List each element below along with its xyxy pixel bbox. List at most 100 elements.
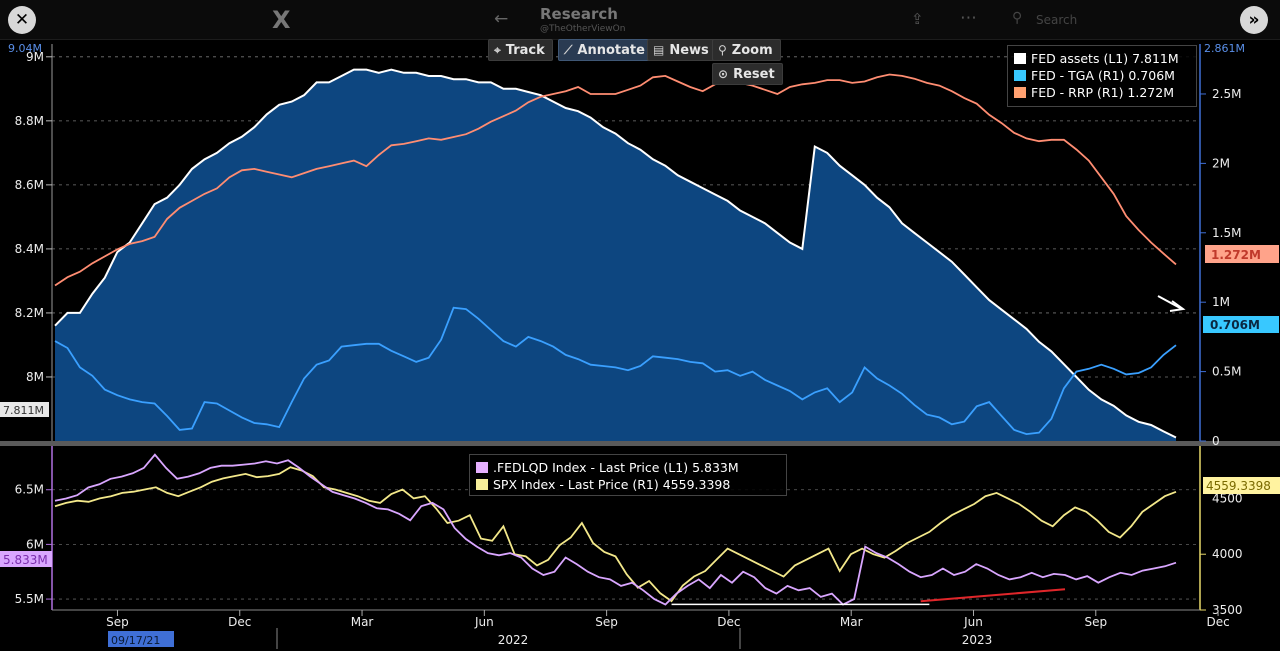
upper-right-tick-label: 1M (1212, 295, 1230, 309)
legend-swatch (476, 479, 488, 490)
close-icon: ✕ (14, 9, 30, 30)
right-axis-top-label: 2.861M (1204, 42, 1245, 55)
news-label: News (669, 42, 709, 58)
news-icon: ▤ (653, 43, 665, 57)
spx-line (54, 466, 1177, 603)
fed-assets-value-tag: 7.811M (0, 402, 49, 417)
fed-assets-area (55, 69, 1176, 441)
left-axis-top-label: 9.04M (8, 42, 42, 55)
legend-label: FED assets (L1) 7.811M (1031, 51, 1179, 66)
x-tick-label: Jun (474, 615, 494, 629)
fedlqd-line (54, 453, 1177, 606)
spx-value-tag: 4559.3398 (1203, 477, 1280, 494)
svg-text:09/17/21: 09/17/21 (111, 634, 160, 647)
more-icon[interactable]: ⋯ (960, 8, 977, 28)
x-ticks: Sep Dec Mar Jun Sep Dec Mar Jun Sep Dec 2022 2023 (106, 610, 1230, 649)
back-arrow-icon[interactable]: ← (494, 9, 509, 29)
legend-item-rrp: FED - RRP (R1) 1.272M (1014, 84, 1190, 101)
page-title: Research (540, 5, 618, 23)
svg-text:7.811M: 7.811M (3, 404, 44, 417)
x-year-label: 2022 (498, 633, 529, 647)
share-icon[interactable]: ⇪ (911, 10, 924, 28)
news-button[interactable]: ▤ News (647, 39, 717, 61)
legend-label: .FEDLQD Index - Last Price (L1) 5.833M (493, 460, 739, 475)
upper-left-tick-label: 8.4M (15, 242, 44, 256)
panel-separator[interactable] (0, 441, 1280, 446)
lower-left-tick-label: 6M (26, 537, 44, 551)
lower-left-tick-label: 6.5M (15, 483, 44, 497)
author-handle[interactable]: @TheOtherViewOn (540, 24, 626, 34)
track-button[interactable]: ⌖ Track (488, 39, 553, 61)
upper-right-tick-label: 1.5M (1212, 226, 1241, 240)
lower-legend[interactable]: .FEDLQD Index - Last Price (L1) 5.833M S… (469, 454, 787, 496)
window-header: ✕ X ← Research @TheOtherViewOn ⇪ ⋯ ⚲ » (0, 0, 1280, 40)
reset-label: Reset (733, 66, 775, 82)
legend-item-spx: SPX Index - Last Price (R1) 4559.3398 (476, 476, 780, 493)
legend-item-fedlqd: .FEDLQD Index - Last Price (L1) 5.833M (476, 459, 780, 476)
legend-swatch (1014, 53, 1026, 64)
reset-button[interactable]: ⊙ Reset (712, 63, 783, 85)
rrp-value-tag: 1.272M (1205, 245, 1279, 263)
upper-right-tick-label: 0.5M (1212, 365, 1241, 379)
svg-text:5.833M: 5.833M (3, 553, 48, 567)
x-tick-label: Mar (840, 615, 863, 629)
pencil-icon: ⟋ (564, 42, 573, 57)
legend-label: FED - TGA (R1) 0.706M (1031, 68, 1175, 83)
start-date-tag: 09/17/21 (108, 631, 174, 647)
svg-text:0.706M: 0.706M (1210, 318, 1260, 332)
x-tick-label: Dec (1206, 615, 1229, 629)
legend-swatch (476, 462, 488, 473)
x-tick-label: Jun (963, 615, 983, 629)
upper-left-tick-label: 8.6M (15, 178, 44, 192)
expand-icon: » (1248, 9, 1260, 30)
svg-text:1.272M: 1.272M (1211, 248, 1261, 262)
expand-button[interactable]: » (1240, 6, 1268, 34)
lower-right-ticks: 4000 3500 4500 (1200, 491, 1243, 617)
upper-right-tick-label: 2M (1212, 156, 1230, 170)
annotate-label: Annotate (577, 42, 645, 58)
crosshair-icon: ⌖ (494, 42, 501, 57)
upper-legend[interactable]: FED assets (L1) 7.811M FED - TGA (R1) 0.… (1007, 45, 1197, 107)
lower-right-tick-label: 4500 (1212, 491, 1243, 505)
fedlqd-value-tag: 5.833M (0, 551, 52, 567)
trend-line (920, 588, 1066, 603)
fed-assets-line (54, 68, 1177, 439)
upper-right-tick-label: 2.5M (1212, 87, 1241, 101)
lower-right-tick-label: 4000 (1212, 547, 1243, 561)
zoom-label: Zoom (731, 42, 773, 58)
tga-line (54, 306, 1177, 436)
lower-right-tick-label: 3500 (1212, 603, 1243, 617)
x-tick-label: Mar (351, 615, 374, 629)
upper-left-tick-label: 8.8M (15, 114, 44, 128)
x-tick-label: Dec (717, 615, 740, 629)
legend-item-fed-assets: FED assets (L1) 7.811M (1014, 50, 1190, 67)
track-label: Track (505, 42, 545, 58)
svg-text:4559.3398: 4559.3398 (1206, 479, 1271, 493)
upper-left-ticks: 9M 8.8M 8.6M 8.4M 8.2M 8M (15, 50, 52, 384)
legend-label: SPX Index - Last Price (R1) 4559.3398 (493, 477, 731, 492)
x-tick-label: Sep (1084, 615, 1107, 629)
legend-swatch (1014, 87, 1026, 98)
magnifier-icon: ⚲ (718, 43, 727, 57)
legend-item-tga: FED - TGA (R1) 0.706M (1014, 67, 1190, 84)
upper-left-tick-label: 8M (26, 370, 44, 384)
close-button[interactable]: ✕ (8, 6, 36, 34)
tga-value-tag: 0.706M (1203, 316, 1279, 333)
upper-right-tick-label: 0 (1212, 434, 1220, 448)
upper-left-tick-label: 9M (26, 50, 44, 64)
rrp-line (54, 73, 1177, 287)
x-year-label: 2023 (962, 633, 993, 647)
x-logo-icon[interactable]: X (272, 6, 291, 34)
zoom-button[interactable]: ⚲ Zoom (712, 39, 781, 61)
upper-right-ticks: 2.5M 2M 1.5M 1M 0.5M 0 (1200, 87, 1241, 448)
search-icon: ⚲ (1012, 10, 1023, 26)
x-tick-label: Dec (228, 615, 251, 629)
legend-swatch (1014, 70, 1026, 81)
reset-icon: ⊙ (718, 67, 729, 81)
legend-label: FED - RRP (R1) 1.272M (1031, 85, 1174, 100)
lower-left-tick-label: 5.5M (15, 592, 44, 606)
search-input[interactable] (1034, 10, 1184, 30)
x-tick-label: Sep (595, 615, 618, 629)
annotate-button[interactable]: ⟋ Annotate (558, 39, 653, 61)
